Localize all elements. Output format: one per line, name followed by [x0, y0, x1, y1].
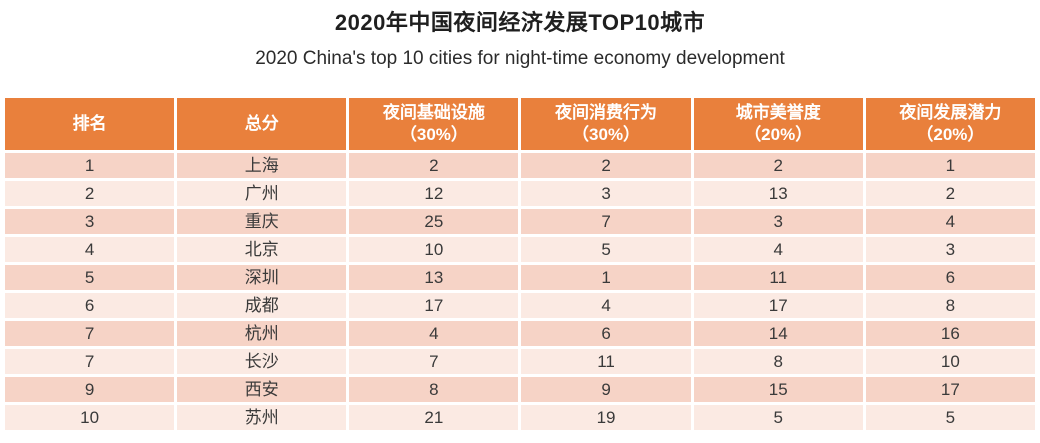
cell-city: 上海 [177, 153, 347, 178]
cell-night-consumption: 9 [521, 377, 691, 402]
cell-night-infrastructure: 13 [349, 265, 519, 290]
table-body: 1 上海 2 2 2 1 2 广州 12 3 13 2 3 重庆 25 7 3 4 4 北京 10 5 4 3 5 深圳 13 1 11… [5, 153, 1035, 430]
cell-rank: 5 [5, 265, 175, 290]
column-header-label: 夜间基础设施 [382, 102, 485, 122]
cell-night-potential: 3 [865, 237, 1035, 262]
table-row: 3 重庆 25 7 3 4 [5, 209, 1035, 234]
cell-night-potential: 10 [865, 349, 1035, 374]
column-header-night-potential: 夜间发展潜力 （20%） [865, 98, 1035, 150]
cell-city-reputation: 17 [693, 293, 863, 318]
table-row: 1 上海 2 2 2 1 [5, 153, 1035, 178]
cell-city-reputation: 5 [693, 405, 863, 430]
column-header-label: 夜间发展潜力 [899, 102, 1002, 122]
cell-city-reputation: 13 [693, 181, 863, 206]
cell-city: 杭州 [177, 321, 347, 346]
cell-rank: 6 [5, 293, 175, 318]
cell-night-potential: 4 [865, 209, 1035, 234]
cell-night-potential: 6 [865, 265, 1035, 290]
cell-night-consumption: 7 [521, 209, 691, 234]
cell-night-potential: 16 [865, 321, 1035, 346]
cell-city-reputation: 14 [693, 321, 863, 346]
cell-city: 深圳 [177, 265, 347, 290]
cell-night-consumption: 2 [521, 153, 691, 178]
table-row: 6 成都 17 4 17 8 [5, 293, 1035, 318]
cell-night-consumption: 6 [521, 321, 691, 346]
cell-city-reputation: 15 [693, 377, 863, 402]
table-row: 7 杭州 4 6 14 16 [5, 321, 1035, 346]
column-header-label: 排名 [72, 113, 107, 133]
cell-night-infrastructure: 4 [349, 321, 519, 346]
cell-night-consumption: 1 [521, 265, 691, 290]
column-header-weight: （20%） [744, 125, 813, 144]
cell-night-infrastructure: 12 [349, 181, 519, 206]
cell-night-infrastructure: 17 [349, 293, 519, 318]
cell-city: 北京 [177, 237, 347, 262]
column-header-rank: 排名 [5, 98, 175, 150]
cell-city-reputation: 4 [693, 237, 863, 262]
cell-city-reputation: 3 [693, 209, 863, 234]
cell-night-infrastructure: 10 [349, 237, 519, 262]
cell-rank: 9 [5, 377, 175, 402]
cell-night-consumption: 5 [521, 237, 691, 262]
table-row: 4 北京 10 5 4 3 [5, 237, 1035, 262]
cell-night-infrastructure: 21 [349, 405, 519, 430]
column-header-weight: （30%） [572, 125, 641, 144]
page-title: 2020年中国夜间经济发展TOP10城市 [334, 10, 706, 35]
cell-night-infrastructure: 25 [349, 209, 519, 234]
ranking-table: 排名 总分 夜间基础设施 （30%） 夜间消费行为 （30%） 城市美誉度 [2, 95, 1038, 433]
cell-city: 长沙 [177, 349, 347, 374]
cell-rank: 7 [5, 321, 175, 346]
cell-rank: 7 [5, 349, 175, 374]
cell-night-consumption: 4 [521, 293, 691, 318]
cell-city: 广州 [177, 181, 347, 206]
cell-night-consumption: 19 [521, 405, 691, 430]
cell-city-reputation: 2 [693, 153, 863, 178]
cell-night-potential: 2 [865, 181, 1035, 206]
column-header-weight: （30%） [399, 125, 468, 144]
cell-night-infrastructure: 2 [349, 153, 519, 178]
cell-city-reputation: 11 [693, 265, 863, 290]
cell-night-potential: 5 [865, 405, 1035, 430]
cell-city: 重庆 [177, 209, 347, 234]
cell-night-consumption: 11 [521, 349, 691, 374]
column-header-label: 总分 [244, 113, 279, 133]
cell-rank: 2 [5, 181, 175, 206]
table-row: 10 苏州 21 19 5 5 [5, 405, 1035, 430]
cell-rank: 10 [5, 405, 175, 430]
table-row: 7 长沙 7 11 8 10 [5, 349, 1035, 374]
column-header-city-reputation: 城市美誉度 （20%） [693, 98, 863, 150]
cell-night-potential: 1 [865, 153, 1035, 178]
cell-rank: 1 [5, 153, 175, 178]
table-row: 2 广州 12 3 13 2 [5, 181, 1035, 206]
cell-city: 苏州 [177, 405, 347, 430]
table-header: 排名 总分 夜间基础设施 （30%） 夜间消费行为 （30%） 城市美誉度 [5, 98, 1035, 150]
cell-city-reputation: 8 [693, 349, 863, 374]
cell-rank: 3 [5, 209, 175, 234]
header-row: 排名 总分 夜间基础设施 （30%） 夜间消费行为 （30%） 城市美誉度 [5, 98, 1035, 150]
table-row: 9 西安 8 9 15 17 [5, 377, 1035, 402]
cell-rank: 4 [5, 237, 175, 262]
cell-city: 西安 [177, 377, 347, 402]
cell-night-infrastructure: 7 [349, 349, 519, 374]
cell-city: 成都 [177, 293, 347, 318]
table-row: 5 深圳 13 1 11 6 [5, 265, 1035, 290]
page-subtitle: 2020 China's top 10 cities for night-tim… [255, 48, 785, 69]
column-header-weight: （20%） [916, 125, 985, 144]
column-header-night-consumption: 夜间消费行为 （30%） [521, 98, 691, 150]
cell-night-consumption: 3 [521, 181, 691, 206]
cell-night-potential: 17 [865, 377, 1035, 402]
column-header-label: 夜间消费行为 [555, 102, 658, 122]
column-header-label: 城市美誉度 [735, 102, 821, 122]
column-header-total-score: 总分 [177, 98, 347, 150]
cell-night-potential: 8 [865, 293, 1035, 318]
column-header-night-infrastructure: 夜间基础设施 （30%） [349, 98, 519, 150]
cell-night-infrastructure: 8 [349, 377, 519, 402]
